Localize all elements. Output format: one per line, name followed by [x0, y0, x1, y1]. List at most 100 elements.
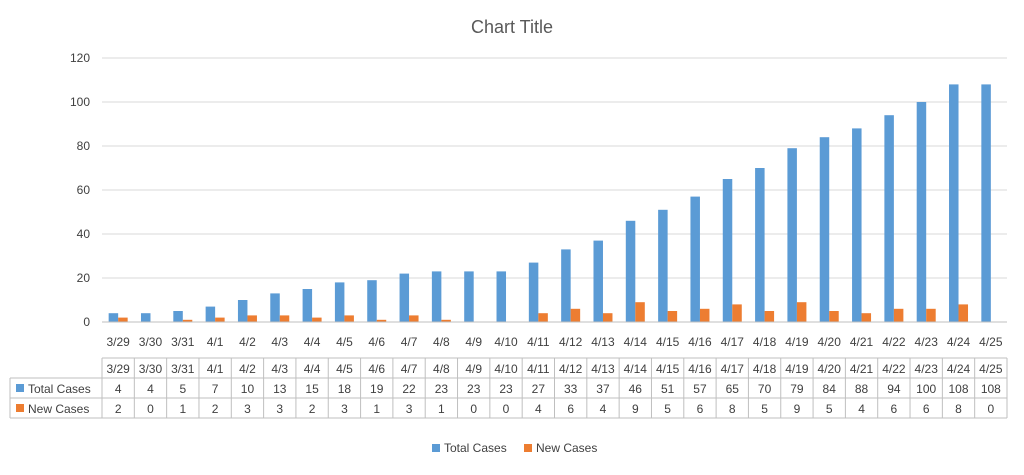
- x-tick-label: 4/24: [947, 335, 971, 349]
- bar-new-cases: [215, 317, 225, 322]
- table-value-cell: 9: [632, 402, 639, 416]
- bar-total-cases: [916, 102, 927, 322]
- table-value-cell: 1: [438, 402, 445, 416]
- table-value-cell: 9: [794, 402, 801, 416]
- table-header-cell: 4/17: [721, 362, 745, 376]
- table-value-cell: 57: [693, 382, 707, 396]
- table-value-cell: 15: [305, 382, 319, 396]
- table-row-label: Total Cases: [28, 382, 91, 396]
- legend-label: Total Cases: [444, 441, 507, 455]
- x-tick-label: 3/30: [139, 335, 163, 349]
- y-tick-label: 80: [77, 139, 91, 153]
- bar-new-cases: [538, 313, 548, 322]
- table-header-cell: 4/6: [368, 362, 385, 376]
- x-tick-label: 4/3: [271, 335, 288, 349]
- bar-new-cases: [344, 315, 354, 322]
- bar-total-cases: [658, 209, 668, 322]
- table-value-cell: 5: [761, 402, 768, 416]
- table-header-cell: 4/5: [336, 362, 353, 376]
- bar-new-cases: [279, 315, 290, 322]
- bar-total-cases: [367, 280, 377, 322]
- table-value-cell: 23: [467, 382, 481, 396]
- bar-total-cases: [625, 220, 636, 322]
- bar-new-cases: [958, 304, 969, 322]
- table-header-cell: 3/29: [106, 362, 130, 376]
- table-header-cell: 4/24: [947, 362, 971, 376]
- table-value-cell: 8: [729, 402, 736, 416]
- table-value-cell: 2: [212, 402, 219, 416]
- x-tick-label: 4/9: [465, 335, 482, 349]
- table-value-cell: 3: [406, 402, 413, 416]
- x-tick-label: 3/31: [171, 335, 195, 349]
- bars: [108, 84, 991, 323]
- bar-total-cases: [593, 240, 603, 322]
- bar-total-cases: [819, 137, 830, 322]
- bar-total-cases: [690, 196, 700, 322]
- table-value-cell: 10: [241, 382, 255, 396]
- bar-new-cases: [118, 317, 128, 322]
- table-header-cell: 4/22: [882, 362, 906, 376]
- bar-new-cases: [699, 308, 710, 322]
- table-header-cell: 4/1: [207, 362, 224, 376]
- bar-new-cases: [635, 302, 645, 322]
- legend-label: New Cases: [536, 441, 597, 455]
- bar-total-cases: [496, 271, 507, 322]
- x-tick-label: 4/11: [527, 335, 550, 349]
- table-value-cell: 33: [564, 382, 578, 396]
- bar-new-cases: [732, 304, 742, 322]
- x-tick-label: 4/5: [336, 335, 353, 349]
- table-value-cell: 23: [499, 382, 513, 396]
- legend: Total Cases New Cases: [432, 441, 597, 455]
- table-header-cell: 4/3: [271, 362, 288, 376]
- table-header-cell: 4/16: [688, 362, 712, 376]
- bar-total-cases: [140, 313, 151, 322]
- y-tick-label: 120: [70, 51, 90, 65]
- table-value-cell: 65: [726, 382, 740, 396]
- bar-new-cases: [570, 308, 581, 322]
- table-header-cell: 4/7: [401, 362, 418, 376]
- bar-total-cases: [334, 282, 345, 322]
- table-value-cell: 1: [179, 402, 186, 416]
- table-value-cell: 100: [916, 382, 936, 396]
- bar-total-cases: [464, 271, 474, 322]
- bar-new-cases: [182, 319, 193, 322]
- x-tick-label: 3/29: [106, 335, 130, 349]
- table-value-cell: 0: [470, 402, 477, 416]
- table-header-cell: 4/12: [559, 362, 583, 376]
- y-tick-label: 0: [83, 315, 90, 329]
- table-value-cell: 2: [115, 402, 122, 416]
- table-value-cell: 22: [402, 382, 416, 396]
- bar-new-cases: [926, 308, 936, 322]
- table-header-cell: 4/20: [818, 362, 842, 376]
- table-value-cell: 79: [790, 382, 804, 396]
- table-header-cell: 3/30: [139, 362, 163, 376]
- table-value-cell: 19: [370, 382, 384, 396]
- x-tick-label: 4/6: [368, 335, 385, 349]
- table-value-cell: 4: [535, 402, 542, 416]
- bar-new-cases: [667, 311, 678, 322]
- table-header-cell: 4/2: [239, 362, 256, 376]
- bar-total-cases: [270, 293, 280, 322]
- table-header-cell: 4/8: [433, 362, 450, 376]
- bar-new-cases: [247, 315, 257, 322]
- bar-total-cases: [205, 306, 216, 322]
- bar-new-cases: [861, 313, 872, 322]
- table-value-cell: 0: [503, 402, 510, 416]
- bar-new-cases: [764, 311, 775, 322]
- x-tick-label: 4/16: [688, 335, 712, 349]
- bar-total-cases: [884, 115, 894, 322]
- y-tick-label: 60: [77, 183, 91, 197]
- x-axis: 3/29 3/30 3/31 4/1 4/2 4/3 4/4 4/5 4/6 4/7 4/8 4/9 4…: [102, 321, 1007, 349]
- table-value-cell: 18: [338, 382, 352, 396]
- table-value-cell: 6: [567, 402, 574, 416]
- bar-total-cases: [755, 168, 765, 322]
- x-tick-label: 4/17: [721, 335, 745, 349]
- table-header-cell: 4/19: [785, 362, 809, 376]
- bar-new-cases: [893, 308, 904, 322]
- y-axis: 0 20 40 60 80 100 120: [70, 51, 90, 329]
- x-tick-label: 4/2: [239, 335, 256, 349]
- x-tick-label: 4/13: [591, 335, 615, 349]
- table-header-cell: 4/11: [527, 362, 550, 376]
- bar-new-cases: [409, 315, 419, 322]
